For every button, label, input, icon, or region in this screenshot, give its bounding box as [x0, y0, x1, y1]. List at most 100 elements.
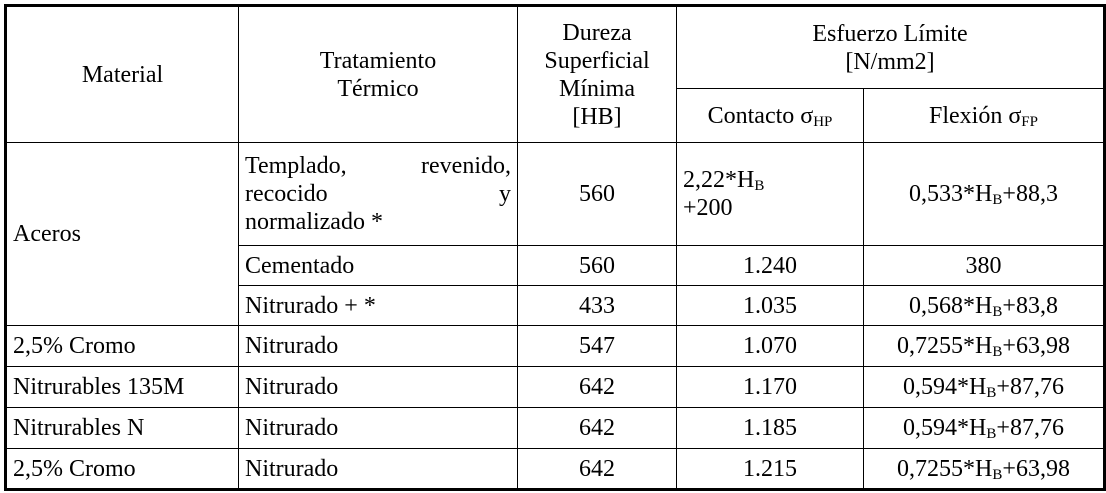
- cell-contacto: 1.070: [676, 325, 864, 367]
- cell-flexion: 0,533*HB+88,3: [863, 142, 1105, 246]
- dureza-value: 547: [579, 333, 615, 359]
- cell-dureza: 560: [517, 142, 677, 246]
- header-flexion: Flexión σFP: [863, 88, 1105, 143]
- flexion-text: 0,594*H: [903, 415, 987, 441]
- tratamiento-text: Nitrurado: [245, 415, 339, 441]
- header-dureza-line2: Superficial: [544, 47, 650, 74]
- cell-dureza: 642: [517, 366, 677, 408]
- cell-dureza: 642: [517, 407, 677, 449]
- cell-material: 2,5% Cromo: [5, 448, 239, 490]
- flexion-text: +87,76: [996, 415, 1064, 441]
- material-label: 2,5% Cromo: [13, 333, 136, 359]
- cell-contacto: 1.185: [676, 407, 864, 449]
- dureza-value: 560: [579, 181, 615, 207]
- table-row: Nitrurables N Nitrurado 642 1.185 0,594*…: [5, 407, 1105, 449]
- header-tratamiento-line1: Tratamiento: [319, 47, 437, 74]
- cell-contacto: 1.035: [676, 285, 864, 326]
- header-dureza-line4: [HB]: [572, 103, 622, 130]
- cell-tratamiento: Nitrurado: [238, 366, 518, 408]
- flexion-text: +83,8: [1002, 292, 1058, 319]
- contacto-sub: B: [754, 178, 765, 194]
- tratamiento-text: Cementado: [245, 252, 355, 279]
- dureza-value: 560: [579, 252, 615, 279]
- header-flexion-sub: FP: [1021, 113, 1038, 130]
- header-dureza-line3: Mínima: [559, 75, 635, 102]
- cell-material: Nitrurables N: [5, 407, 239, 449]
- flexion-text: +63,98: [1002, 455, 1070, 482]
- cell-flexion: 0,594*HB+87,76: [863, 366, 1105, 408]
- contacto-value: 1.215: [743, 455, 797, 482]
- cell-dureza: 642: [517, 448, 677, 490]
- flexion-sub: B: [986, 426, 997, 442]
- cell-dureza: 547: [517, 325, 677, 367]
- header-dureza-line1: Dureza: [562, 19, 632, 46]
- flexion-text: 0,594*H: [903, 374, 987, 400]
- contacto-text: 2,22*H: [683, 167, 755, 193]
- tratamiento-text: Nitrurado: [245, 374, 339, 400]
- tratamiento-line1: Templado, revenido,: [245, 152, 511, 180]
- table-row: Aceros Templado, revenido, recocido y norm…: [5, 142, 1105, 326]
- cell-contacto: 1.215: [676, 448, 864, 490]
- material-label: Nitrurables N: [13, 415, 145, 441]
- flexion-text: +63,98: [1002, 333, 1070, 359]
- cell-material-aceros: Aceros: [5, 142, 239, 326]
- tratamiento-word: revenido,: [421, 153, 511, 179]
- header-tratamiento: Tratamiento Térmico: [238, 5, 518, 143]
- flexion-sub: B: [986, 385, 997, 401]
- material-label: 2,5% Cromo: [13, 455, 136, 482]
- cell-tratamiento: Cementado: [238, 245, 518, 286]
- contacto-value: 1.240: [743, 252, 797, 279]
- header-material: Material: [5, 5, 239, 143]
- dureza-value: 433: [579, 292, 615, 319]
- flexion-sub: B: [992, 303, 1003, 320]
- flexion-text: 0,568*H: [909, 292, 993, 319]
- header-tratamiento-line2: Térmico: [337, 75, 419, 102]
- flexion-sub: B: [992, 466, 1003, 483]
- material-label: Aceros: [13, 221, 81, 247]
- cell-contacto: 1.240: [676, 245, 864, 286]
- table-row: Nitrurables 135M Nitrurado 642 1.170 0,5…: [5, 366, 1105, 408]
- cell-flexion: 0,7255*HB+63,98: [863, 325, 1105, 367]
- cell-flexion: 380: [863, 245, 1105, 286]
- contacto-value: 1.185: [743, 415, 797, 441]
- header-dureza: Dureza Superficial Mínima [HB]: [517, 5, 677, 143]
- cell-tratamiento: Nitrurado: [238, 325, 518, 367]
- cell-dureza: 560: [517, 245, 677, 286]
- cell-dureza: 433: [517, 285, 677, 326]
- contacto-line2: +200: [683, 195, 733, 221]
- tratamiento-word: Templado,: [245, 153, 347, 179]
- cell-tratamiento: Nitrurado + *: [238, 285, 518, 326]
- dureza-value: 642: [579, 415, 615, 441]
- cell-flexion: 0,7255*HB+63,98: [863, 448, 1105, 490]
- tratamiento-text: Nitrurado: [245, 333, 339, 359]
- flexion-text: +87,76: [996, 374, 1064, 400]
- tratamiento-word: y: [499, 181, 511, 207]
- cell-material: 2,5% Cromo: [5, 325, 239, 367]
- flexion-sub: B: [992, 192, 1003, 208]
- contacto-value: 1.035: [743, 292, 797, 319]
- header-row-2: Contacto σHP Flexión σFP: [6, 88, 1105, 143]
- cell-flexion: 0,594*HB+87,76: [863, 407, 1105, 449]
- dureza-value: 642: [579, 455, 615, 482]
- cell-tratamiento: Nitrurado: [238, 448, 518, 490]
- header-material-label: Material: [81, 61, 164, 88]
- cell-tratamiento: Nitrurado: [238, 407, 518, 449]
- flexion-text: 0,7255*H: [897, 455, 993, 482]
- tratamiento-line2: recocido y: [245, 180, 511, 208]
- header-row-1: Material Tratamiento Térmico Dureza Supe…: [5, 5, 1105, 143]
- header-esfuerzo-line1: Esfuerzo Límite: [812, 20, 968, 47]
- table-row: 2,5% Cromo Nitrurado 547 1.070 0,7255*HB…: [5, 325, 1105, 367]
- cell-contacto: 1.170: [676, 366, 864, 408]
- header-contacto: Contacto σHP: [676, 88, 864, 143]
- tratamiento-text: Nitrurado + *: [245, 292, 376, 319]
- header-contacto-label: Contacto σ: [707, 102, 814, 129]
- table-row: 2,5% Cromo Nitrurado 642 1.215 0,7255*HB…: [5, 448, 1105, 490]
- cell-contacto: 2,22*HB +200: [676, 142, 864, 246]
- flexion-sub: B: [992, 344, 1003, 360]
- material-properties-table: Material Tratamiento Térmico Dureza Supe…: [4, 4, 1106, 491]
- flexion-text: +88,3: [1002, 181, 1058, 207]
- material-label: Nitrurables 135M: [13, 374, 185, 400]
- header-esfuerzo: Esfuerzo Límite [N/mm2]: [676, 5, 1105, 89]
- header-esfuerzo-line2: [N/mm2]: [845, 48, 935, 75]
- flexion-text: 0,7255*H: [897, 333, 993, 359]
